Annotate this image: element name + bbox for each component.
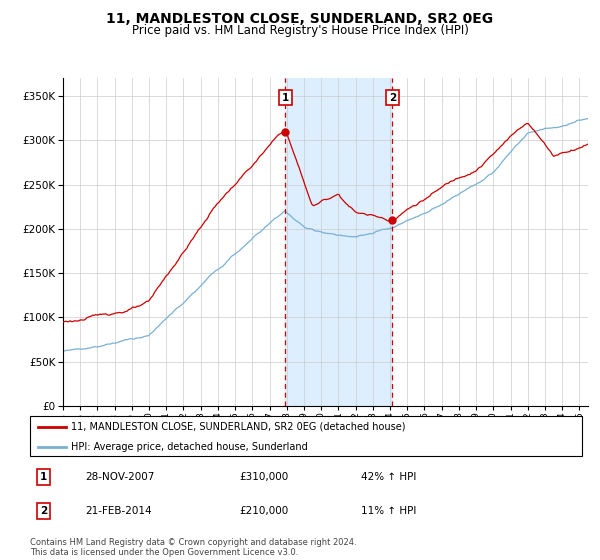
Text: £310,000: £310,000: [240, 472, 289, 482]
FancyBboxPatch shape: [30, 416, 582, 456]
Text: 11, MANDLESTON CLOSE, SUNDERLAND, SR2 0EG: 11, MANDLESTON CLOSE, SUNDERLAND, SR2 0E…: [106, 12, 494, 26]
Text: £210,000: £210,000: [240, 506, 289, 516]
Text: 2: 2: [40, 506, 47, 516]
Text: 1: 1: [40, 472, 47, 482]
Text: Price paid vs. HM Land Registry's House Price Index (HPI): Price paid vs. HM Land Registry's House …: [131, 24, 469, 36]
Text: 1: 1: [282, 93, 289, 103]
Text: Contains HM Land Registry data © Crown copyright and database right 2024.
This d: Contains HM Land Registry data © Crown c…: [30, 538, 356, 557]
Bar: [286, 78, 392, 406]
Text: 11% ↑ HPI: 11% ↑ HPI: [361, 506, 416, 516]
Text: 11, MANDLESTON CLOSE, SUNDERLAND, SR2 0EG (detached house): 11, MANDLESTON CLOSE, SUNDERLAND, SR2 0E…: [71, 422, 406, 432]
Text: 21-FEB-2014: 21-FEB-2014: [85, 506, 152, 516]
Text: 42% ↑ HPI: 42% ↑ HPI: [361, 472, 416, 482]
Text: HPI: Average price, detached house, Sunderland: HPI: Average price, detached house, Sund…: [71, 442, 308, 452]
Text: 2: 2: [389, 93, 396, 103]
Text: 28-NOV-2007: 28-NOV-2007: [85, 472, 155, 482]
